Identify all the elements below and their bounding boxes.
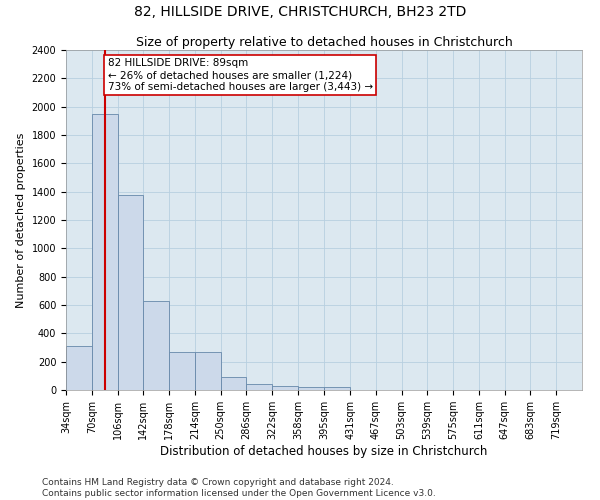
Bar bbox=[92, 114, 118, 390]
Bar bbox=[118, 194, 143, 390]
Bar bbox=[298, 387, 323, 390]
Title: Size of property relative to detached houses in Christchurch: Size of property relative to detached ho… bbox=[136, 36, 512, 49]
Bar bbox=[195, 352, 221, 390]
Bar bbox=[272, 386, 298, 390]
Bar bbox=[169, 352, 195, 390]
Bar bbox=[247, 384, 272, 390]
Text: 82, HILLSIDE DRIVE, CHRISTCHURCH, BH23 2TD: 82, HILLSIDE DRIVE, CHRISTCHURCH, BH23 2… bbox=[134, 5, 466, 19]
Y-axis label: Number of detached properties: Number of detached properties bbox=[16, 132, 26, 308]
Bar bbox=[66, 346, 92, 390]
Bar bbox=[221, 378, 247, 390]
Bar bbox=[325, 387, 350, 390]
X-axis label: Distribution of detached houses by size in Christchurch: Distribution of detached houses by size … bbox=[160, 445, 488, 458]
Text: Contains HM Land Registry data © Crown copyright and database right 2024.
Contai: Contains HM Land Registry data © Crown c… bbox=[42, 478, 436, 498]
Bar bbox=[143, 302, 169, 390]
Text: 82 HILLSIDE DRIVE: 89sqm
← 26% of detached houses are smaller (1,224)
73% of sem: 82 HILLSIDE DRIVE: 89sqm ← 26% of detach… bbox=[107, 58, 373, 92]
